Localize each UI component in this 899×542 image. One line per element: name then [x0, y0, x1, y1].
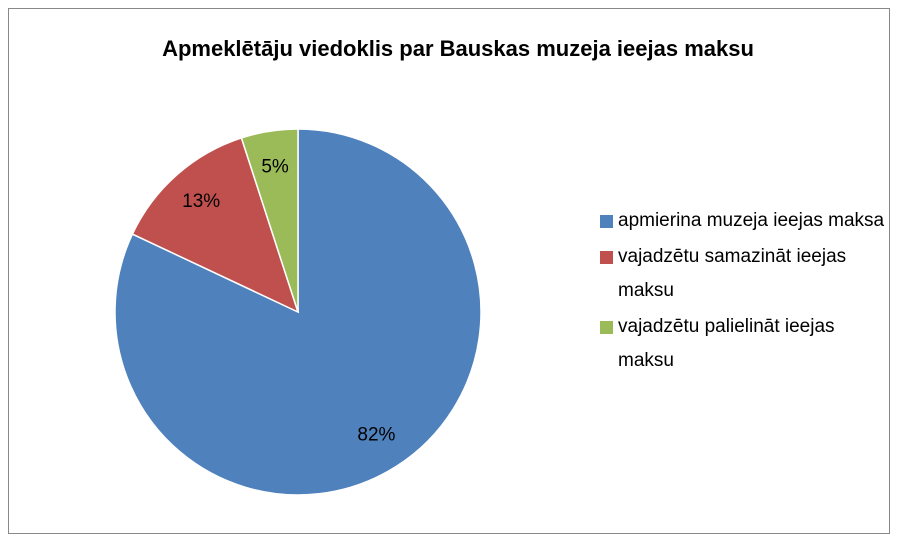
legend: apmierina muzeja ieejas maksa vajadzētu s…: [600, 204, 885, 380]
legend-item: vajadzētu palielināt ieejas maksu: [600, 310, 885, 378]
legend-item: vajadzētu samazināt ieejas maksu: [600, 240, 885, 308]
legend-label: vajadzētu samazināt ieejas maksu: [618, 246, 847, 301]
legend-swatch: [600, 251, 613, 264]
pie-slice: [240, 128, 299, 313]
data-label: 82%: [357, 425, 395, 446]
legend-swatch: [600, 321, 613, 334]
data-label: 5%: [261, 156, 289, 177]
chart-title: Apmeklētāju viedoklis par Bauskas muzeja…: [162, 36, 754, 61]
legend-label: apmierina muzeja ieejas maksa: [618, 210, 885, 231]
pie-slice: [131, 137, 300, 314]
legend-swatch: [600, 215, 613, 228]
data-label: 13%: [182, 191, 220, 212]
legend-label: vajadzētu palielināt ieejas maksu: [618, 316, 835, 371]
legend-item: apmierina muzeja ieejas maksa: [600, 204, 885, 238]
